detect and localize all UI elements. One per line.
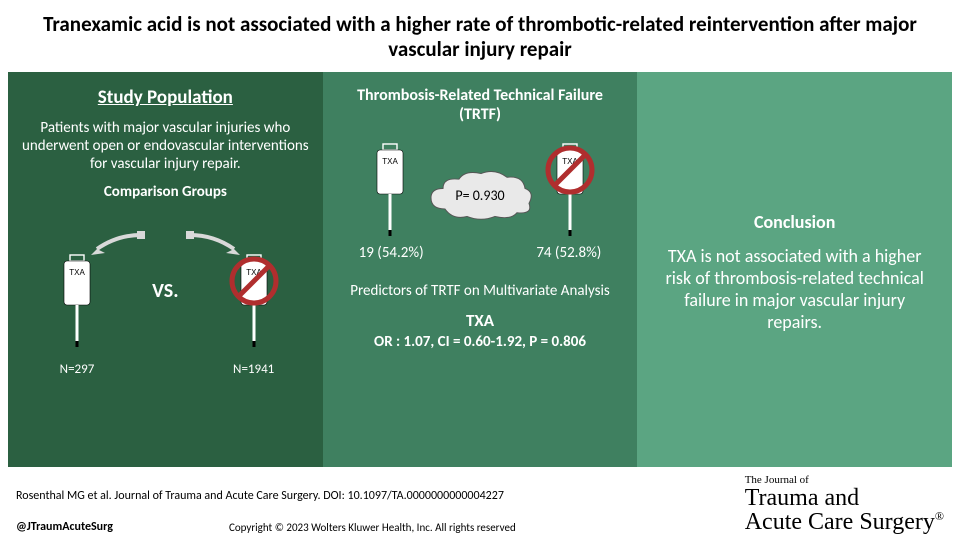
syringe-icon (367, 140, 413, 240)
copyright: Copyright © 2023 Wolters Kluwer Health, … (16, 521, 729, 534)
trtf-row: P= 0.930 19 (54.2%) 74 (52.8%) (337, 134, 624, 274)
panel-row: Study Population Patients with major vas… (8, 72, 952, 467)
group-no-txa (547, 140, 593, 245)
panel1-heading: Study Population (22, 86, 309, 109)
pvalue-cloud: P= 0.930 (425, 168, 535, 222)
stat-left: 19 (54.2%) (359, 244, 424, 262)
panel3-heading: Conclusion (657, 211, 932, 233)
comparison-groups-label: Comparison Groups (22, 183, 309, 201)
or-ci-line: OR : 1.07, CI = 0.60-1.92, P = 0.806 (337, 333, 624, 351)
n-left: N=297 (42, 362, 112, 377)
citation: Rosenthal MG et al. Journal of Trauma an… (16, 489, 729, 503)
txa-label: TXA (337, 310, 624, 331)
stat-right: 74 (52.8%) (536, 244, 601, 262)
panel1-body: Patients with major vascular injuries wh… (22, 119, 309, 173)
vs-label: VS. (152, 279, 178, 303)
footer: Rosenthal MG et al. Journal of Trauma an… (0, 467, 960, 540)
panel3-body: TXA is not associated with a higher risk… (657, 245, 932, 333)
comparison-row: N=297 VS. N=1941 (22, 205, 309, 385)
group-no-txa: N=1941 (219, 251, 289, 377)
prohibit-icon (544, 144, 596, 196)
syringe-icon (54, 251, 100, 351)
group-txa (367, 140, 413, 245)
journal-logo: The Journal of Trauma and Acute Care Sur… (745, 475, 944, 534)
predictors-label: Predictors of TRTF on Multivariate Analy… (337, 282, 624, 300)
panel-study-population: Study Population Patients with major vas… (8, 72, 323, 467)
panel-conclusion: Conclusion TXA is not associated with a … (637, 72, 952, 467)
page-title: Tranexamic acid is not associated with a… (0, 0, 960, 72)
panel2-heading: Thrombosis-Related Technical Failure (TR… (337, 86, 624, 124)
group-txa: N=297 (42, 251, 112, 377)
n-right: N=1941 (219, 362, 289, 377)
pvalue-text: P= 0.930 (455, 187, 504, 204)
panel-trtf: Thrombosis-Related Technical Failure (TR… (323, 72, 638, 467)
prohibit-icon (228, 255, 280, 307)
